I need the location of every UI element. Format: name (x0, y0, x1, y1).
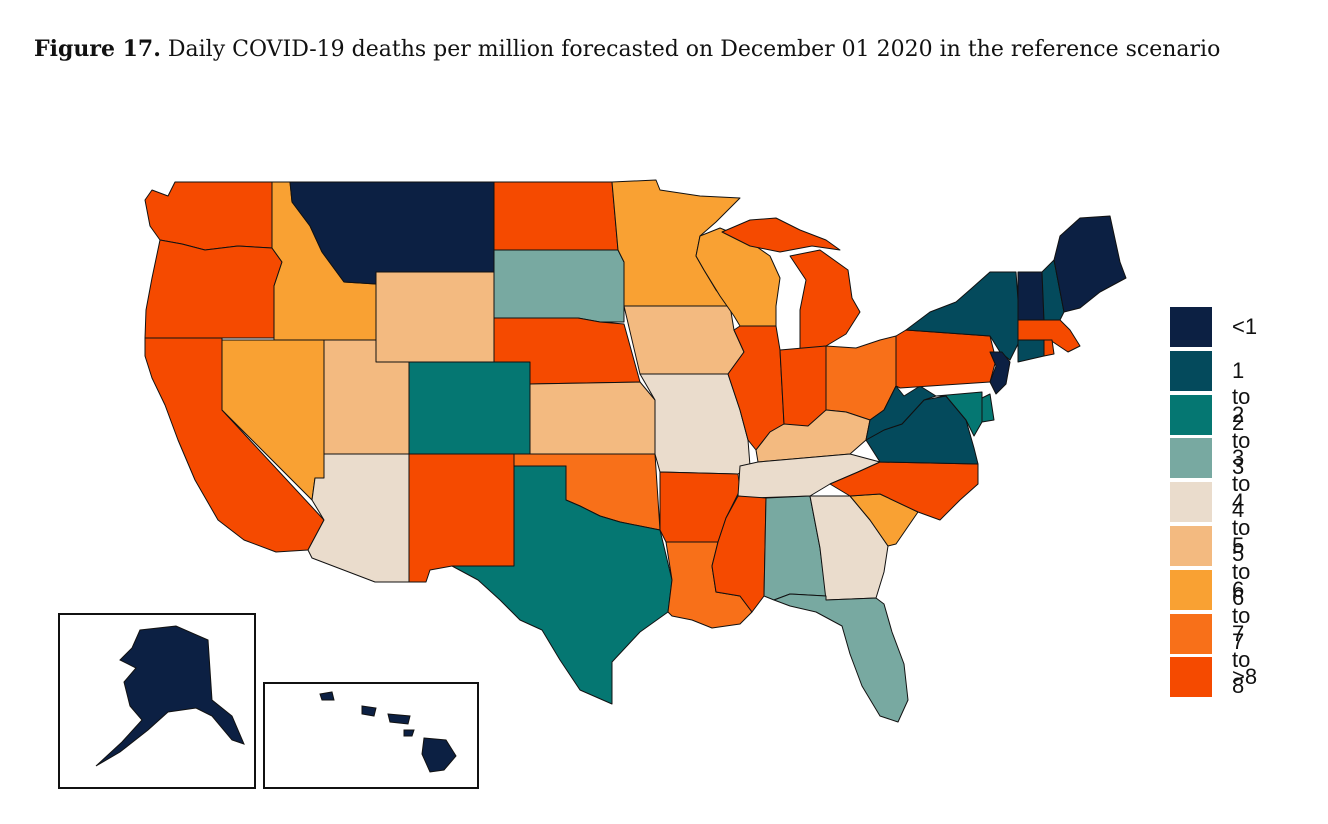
state-FL (773, 593, 909, 723)
legend-label: 5 to 6 (1232, 532, 1251, 610)
legend-label: <1 (1232, 314, 1258, 339)
legend-swatch (1170, 569, 1212, 610)
state-IL (727, 325, 785, 451)
legend-swatch (1170, 657, 1212, 698)
state-KS (529, 381, 656, 455)
figure-caption: Figure 17. Daily COVID-19 deaths per mil… (34, 36, 1324, 62)
state-NH (1041, 259, 1065, 321)
state-MD (935, 391, 983, 437)
legend-swatch (1170, 307, 1212, 347)
state-CA (144, 337, 325, 553)
legend-label: 2 to 3 (1232, 401, 1251, 479)
state-PA (895, 329, 997, 389)
state-WY (375, 271, 495, 363)
state-RI (1043, 339, 1055, 357)
state-MS (711, 495, 767, 613)
legend-swatch (1170, 613, 1212, 654)
figure-label: Figure 17. (34, 36, 161, 62)
state-OR (144, 239, 283, 339)
state-TX (451, 465, 673, 705)
legend-label: 4 to 5 (1232, 489, 1251, 567)
state-WA (144, 181, 273, 251)
state-SD (493, 249, 625, 323)
legend-label: 6 to 7 (1232, 576, 1251, 654)
state-ME (1053, 215, 1127, 313)
legend-swatch (1170, 350, 1212, 391)
state-VT (1017, 271, 1045, 321)
state-IA (623, 305, 745, 375)
state-AK (95, 625, 245, 767)
hawaii-inset-frame (263, 682, 479, 789)
state-MI (721, 217, 861, 351)
state-CO (408, 361, 531, 455)
state-HI (319, 691, 457, 773)
state-CT (1017, 339, 1045, 363)
state-NM (408, 453, 515, 583)
state-ND (493, 181, 619, 251)
legend-label: 1 to 2 (1232, 357, 1251, 435)
state-NY (905, 271, 1019, 361)
figure-title: Daily COVID-19 deaths per million foreca… (167, 37, 1221, 62)
legend-swatch (1170, 394, 1212, 435)
legend-label: 3 to 4 (1232, 445, 1251, 523)
state-NC (829, 461, 979, 521)
legend-swatch (1170, 525, 1212, 566)
state-DE (981, 393, 995, 423)
legend-swatch (1170, 482, 1212, 523)
legend-label: 7 to 8 (1232, 620, 1251, 698)
state-NJ (989, 351, 1011, 395)
legend-label: >8 (1232, 664, 1258, 690)
legend-swatch (1170, 438, 1212, 479)
